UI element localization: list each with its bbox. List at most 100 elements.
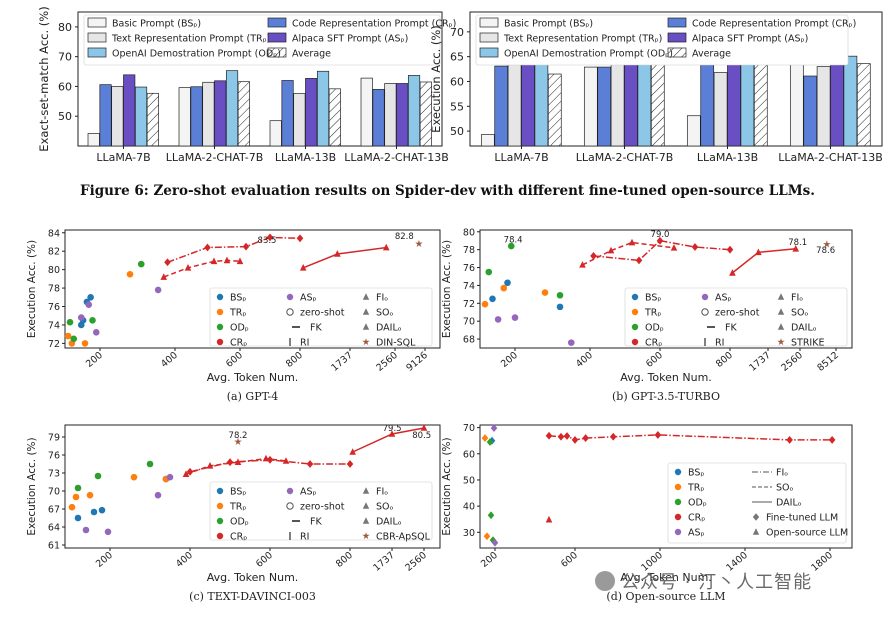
legend-label: FIₒ bbox=[776, 468, 788, 479]
legend-label: CRₚ bbox=[645, 338, 662, 349]
legend-marker bbox=[701, 308, 709, 316]
x-tick-label: LLaMA-7B bbox=[96, 151, 150, 164]
data-label: 78.6 bbox=[816, 246, 835, 256]
data-point bbox=[504, 279, 511, 287]
bar bbox=[305, 78, 318, 147]
data-point bbox=[206, 462, 214, 469]
y-tick-label: 70 bbox=[48, 487, 60, 498]
data-point bbox=[87, 293, 94, 301]
data-point bbox=[607, 246, 615, 254]
data-point bbox=[68, 503, 76, 511]
y-tick-label: 76 bbox=[48, 302, 60, 313]
subfigure-caption: (c) TEXT-DAVINCI-003 bbox=[189, 590, 316, 603]
legend-label: RI bbox=[715, 338, 724, 349]
bar bbox=[534, 57, 549, 147]
bar bbox=[583, 66, 598, 147]
legend-marker bbox=[631, 323, 639, 331]
y-tick-label: 78 bbox=[48, 284, 60, 295]
scatter-chart-c: 61 64 67 70 73 76 79 200 400 600 800 1737 2560 Avg. T… bbox=[26, 424, 441, 603]
bar bbox=[190, 86, 203, 147]
legend-label: ASₚ bbox=[688, 528, 705, 539]
data-point bbox=[182, 470, 190, 477]
data-point bbox=[166, 473, 174, 481]
legend-marker bbox=[362, 308, 370, 315]
legend-label: TRₚ bbox=[229, 308, 246, 319]
data-point bbox=[786, 436, 793, 444]
data-point bbox=[64, 332, 72, 340]
x-axis-label: Avg. Token Num. bbox=[620, 371, 712, 384]
legend-swatch bbox=[267, 47, 287, 58]
legend-label: CRₚ bbox=[688, 513, 705, 524]
data-point bbox=[266, 455, 274, 464]
bar bbox=[396, 83, 409, 147]
legend-label: Average bbox=[292, 49, 331, 60]
y-tick-label: 80 bbox=[463, 227, 475, 238]
y-tick-label: 67 bbox=[48, 505, 60, 516]
data-point bbox=[130, 473, 138, 481]
data-point bbox=[137, 260, 145, 268]
data-point bbox=[349, 448, 356, 455]
data-label: 79.5 bbox=[383, 424, 402, 434]
data-point bbox=[72, 493, 80, 501]
data-point bbox=[481, 434, 489, 442]
plot-frame bbox=[479, 424, 853, 549]
legend-label: SOₒ bbox=[376, 308, 394, 319]
wechat-logo-icon bbox=[595, 571, 615, 591]
data-point bbox=[511, 314, 519, 321]
data-point bbox=[70, 335, 78, 343]
legend-marker bbox=[286, 308, 294, 316]
bar bbox=[178, 87, 191, 147]
data-point bbox=[204, 243, 211, 252]
watermark-text: 公众号 · 汀丶人工智能 bbox=[621, 572, 813, 593]
y-tick-label: 60 bbox=[450, 75, 464, 88]
x-tick-label: LLaMA-2-CHAT-7B bbox=[576, 151, 674, 164]
x-tick-label: 1737 bbox=[329, 350, 355, 374]
data-point bbox=[126, 270, 134, 278]
data-point bbox=[654, 431, 662, 439]
bar bbox=[328, 88, 341, 147]
data-point bbox=[567, 339, 575, 346]
legend-marker bbox=[631, 338, 639, 346]
legend-marker bbox=[674, 498, 682, 506]
legend-label: ODₚ bbox=[230, 517, 249, 528]
legend-label: BSₚ bbox=[645, 293, 661, 304]
bar bbox=[419, 81, 432, 147]
legend-marker bbox=[286, 502, 294, 510]
legend-swatch bbox=[87, 47, 107, 58]
legend-label: OpenAI Demostration Prompt (ODₚ) bbox=[504, 49, 673, 60]
data-point bbox=[234, 458, 242, 465]
data-point bbox=[545, 431, 553, 440]
bar-chart-1: 50 60 70 80 Exact-set-match Acc. (%) LLaMA-7B… bbox=[37, 6, 456, 164]
bar bbox=[111, 86, 124, 147]
data-point bbox=[154, 286, 162, 294]
legend-swatch bbox=[667, 17, 687, 28]
legend-marker bbox=[216, 532, 224, 540]
legend-swatch bbox=[87, 32, 107, 43]
x-tick-label: 1800 bbox=[809, 550, 835, 574]
y-axis-label: Execution Acc. (%) bbox=[441, 240, 453, 338]
caption-text: (c) TEXT-DAVINCI-003 bbox=[189, 590, 316, 603]
legend-box bbox=[209, 287, 433, 347]
y-tick-label: 80 bbox=[58, 21, 72, 34]
data-point bbox=[656, 236, 664, 245]
x-axis-label: Avg. Token Num. bbox=[620, 571, 712, 584]
legend-swatch bbox=[267, 32, 287, 43]
legend-marker bbox=[362, 338, 370, 346]
bar bbox=[202, 81, 215, 147]
legend-marker bbox=[777, 338, 785, 346]
data-point bbox=[635, 256, 643, 265]
watermark: 公众号 · 汀丶人工智能 bbox=[595, 568, 812, 594]
plot-frame bbox=[77, 11, 443, 147]
legend-label: Code Representation Prompt (CRₚ) bbox=[692, 19, 856, 30]
legend-box bbox=[83, 14, 441, 66]
y-tick-label: 76 bbox=[48, 451, 60, 462]
y-tick-label: 61 bbox=[48, 541, 60, 552]
scatter-legend: BSₚ FIₒ TRₚ SOₒ ODₚ DAILₒ CRₚ Fine-tuned LLM ASₚ… bbox=[667, 462, 848, 544]
data-point bbox=[89, 317, 96, 324]
x-tick-label: 600 bbox=[254, 550, 275, 570]
plot-frame bbox=[64, 229, 441, 349]
data-point bbox=[556, 291, 564, 299]
legend-label: FIₒ bbox=[376, 487, 388, 498]
legend-label: Basic Prompt (BSₚ) bbox=[504, 19, 593, 30]
y-tick-label: 70 bbox=[450, 26, 464, 39]
